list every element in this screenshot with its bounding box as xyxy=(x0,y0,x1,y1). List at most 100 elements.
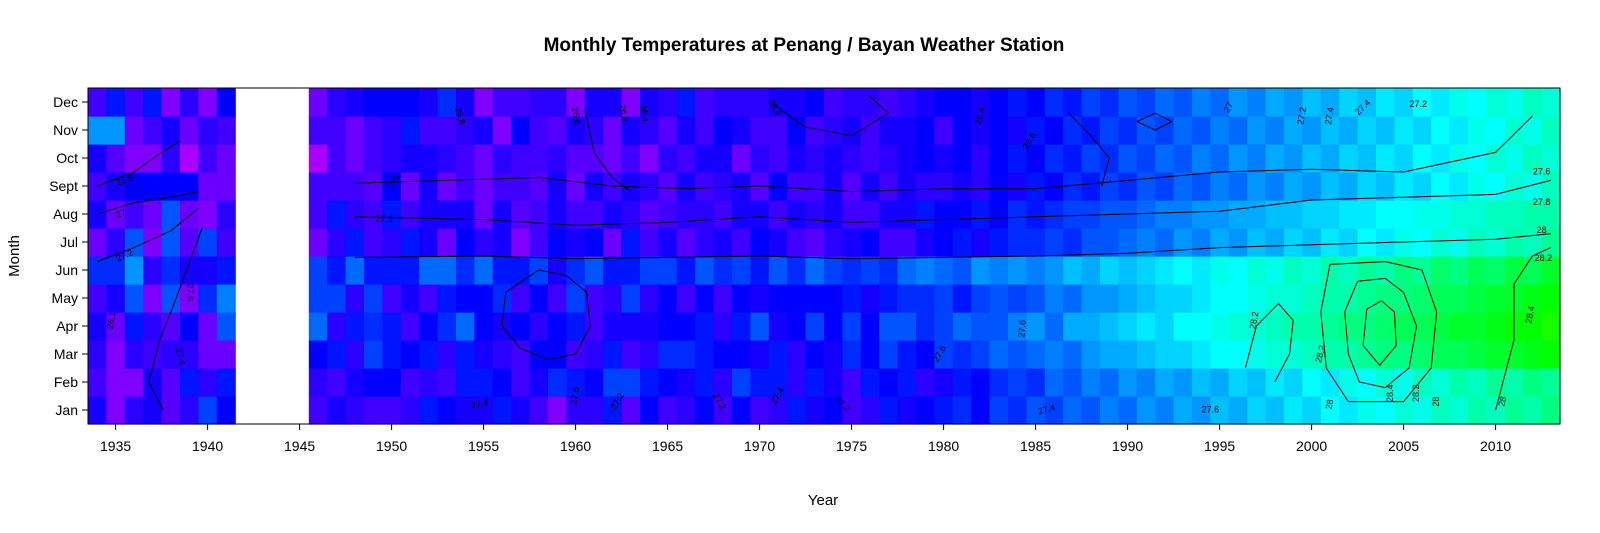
heatmap-cell xyxy=(1192,172,1211,201)
heatmap-cell xyxy=(566,396,586,425)
heatmap-cell xyxy=(1486,144,1506,173)
heatmap-cell xyxy=(750,284,770,313)
heatmap-cell xyxy=(474,228,494,257)
heatmap-cell xyxy=(879,284,899,313)
heatmap-cell xyxy=(529,144,549,173)
heatmap-cell xyxy=(713,116,733,145)
heatmap-cell xyxy=(1100,228,1119,257)
heatmap-cell xyxy=(750,256,770,285)
heatmap-cell xyxy=(548,200,567,229)
heatmap-cell xyxy=(1063,396,1083,425)
heatmap-cell xyxy=(1044,312,1064,341)
heatmap-cell xyxy=(88,340,107,369)
heatmap-cell xyxy=(768,256,788,285)
heatmap-cell xyxy=(1284,256,1303,285)
heatmap-cell xyxy=(750,368,770,397)
heatmap-cell xyxy=(695,256,715,285)
heatmap-cell xyxy=(934,396,954,425)
heatmap-cell xyxy=(897,116,917,145)
heatmap-cell xyxy=(1412,368,1432,397)
heatmap-cell xyxy=(658,172,678,201)
heatmap-cell xyxy=(1468,200,1487,229)
heatmap-cell xyxy=(695,284,715,313)
heatmap-cell xyxy=(1118,144,1138,173)
heatmap-cell xyxy=(1339,312,1359,341)
heatmap-cell xyxy=(1504,396,1524,425)
heatmap-cell xyxy=(1523,116,1543,145)
heatmap-cell xyxy=(327,228,347,257)
heatmap-cell xyxy=(842,368,862,397)
heatmap-cell xyxy=(750,200,770,229)
heatmap-cell xyxy=(124,340,144,369)
heatmap-cell xyxy=(1155,368,1175,397)
y-tick-label: Mar xyxy=(54,346,78,362)
heatmap-cell xyxy=(952,116,972,145)
heatmap-cell xyxy=(124,200,144,229)
heatmap-cell xyxy=(1394,116,1414,145)
heatmap-cell xyxy=(768,228,788,257)
heatmap-cell xyxy=(161,228,181,257)
heatmap-cell xyxy=(198,312,218,341)
heatmap-cell xyxy=(1468,368,1487,397)
heatmap-cell xyxy=(1026,312,1046,341)
heatmap-cell xyxy=(732,228,751,257)
heatmap-cell xyxy=(1228,200,1248,229)
heatmap-cell xyxy=(787,116,807,145)
heatmap-cell xyxy=(124,144,144,173)
heatmap-cell xyxy=(989,368,1009,397)
heatmap-cell xyxy=(640,144,659,173)
x-tick-label: 2005 xyxy=(1388,438,1419,454)
heatmap-cell xyxy=(1468,256,1487,285)
heatmap-cell xyxy=(934,116,954,145)
heatmap-cell xyxy=(676,396,696,425)
heatmap-cell xyxy=(676,312,696,341)
heatmap-cell xyxy=(971,312,991,341)
heatmap-cell xyxy=(1228,284,1248,313)
heatmap-cell xyxy=(1449,396,1469,425)
heatmap-cell xyxy=(437,88,457,117)
heatmap-cell xyxy=(400,368,420,397)
heatmap-cell xyxy=(1100,256,1119,285)
heatmap-cell xyxy=(824,88,843,117)
heatmap-cell xyxy=(437,256,457,285)
contour-label: 27.2 xyxy=(375,214,393,224)
heatmap-cell xyxy=(732,396,751,425)
heatmap-cell xyxy=(161,116,181,145)
heatmap-cell xyxy=(161,284,181,313)
heatmap-cell xyxy=(584,368,604,397)
heatmap-cell xyxy=(1247,172,1267,201)
heatmap-cell xyxy=(1265,396,1285,425)
heatmap-cell xyxy=(1468,116,1487,145)
heatmap-cell xyxy=(548,396,567,425)
heatmap-cell xyxy=(1412,340,1432,369)
heatmap-cell xyxy=(1118,340,1138,369)
heatmap-cell xyxy=(971,340,991,369)
heatmap-cell xyxy=(1486,116,1506,145)
heatmap-cell xyxy=(364,368,383,397)
heatmap-cell xyxy=(1173,256,1193,285)
heatmap-cell xyxy=(566,116,586,145)
contour-label: 27.6 xyxy=(185,284,195,302)
heatmap-cell xyxy=(1247,284,1267,313)
heatmap-cell xyxy=(1302,200,1322,229)
heatmap-cell xyxy=(1320,200,1340,229)
heatmap-cell xyxy=(308,284,328,313)
heatmap-cell xyxy=(1210,88,1230,117)
heatmap-cell xyxy=(695,172,715,201)
heatmap-cell xyxy=(879,340,899,369)
heatmap-cell xyxy=(584,144,604,173)
heatmap-cell xyxy=(529,200,549,229)
heatmap-cell xyxy=(805,284,825,313)
heatmap-cell xyxy=(621,144,641,173)
heatmap-cell xyxy=(1008,116,1027,145)
heatmap-cell xyxy=(1431,116,1451,145)
heatmap-cell xyxy=(400,144,420,173)
heatmap-cell xyxy=(897,340,917,369)
heatmap-cell xyxy=(1063,200,1083,229)
heatmap-cell xyxy=(805,340,825,369)
heatmap-cell xyxy=(1247,88,1267,117)
heatmap-cell xyxy=(474,340,494,369)
heatmap-cell xyxy=(879,396,899,425)
heatmap-cell xyxy=(1431,144,1451,173)
contour-label: 27 xyxy=(390,175,400,185)
